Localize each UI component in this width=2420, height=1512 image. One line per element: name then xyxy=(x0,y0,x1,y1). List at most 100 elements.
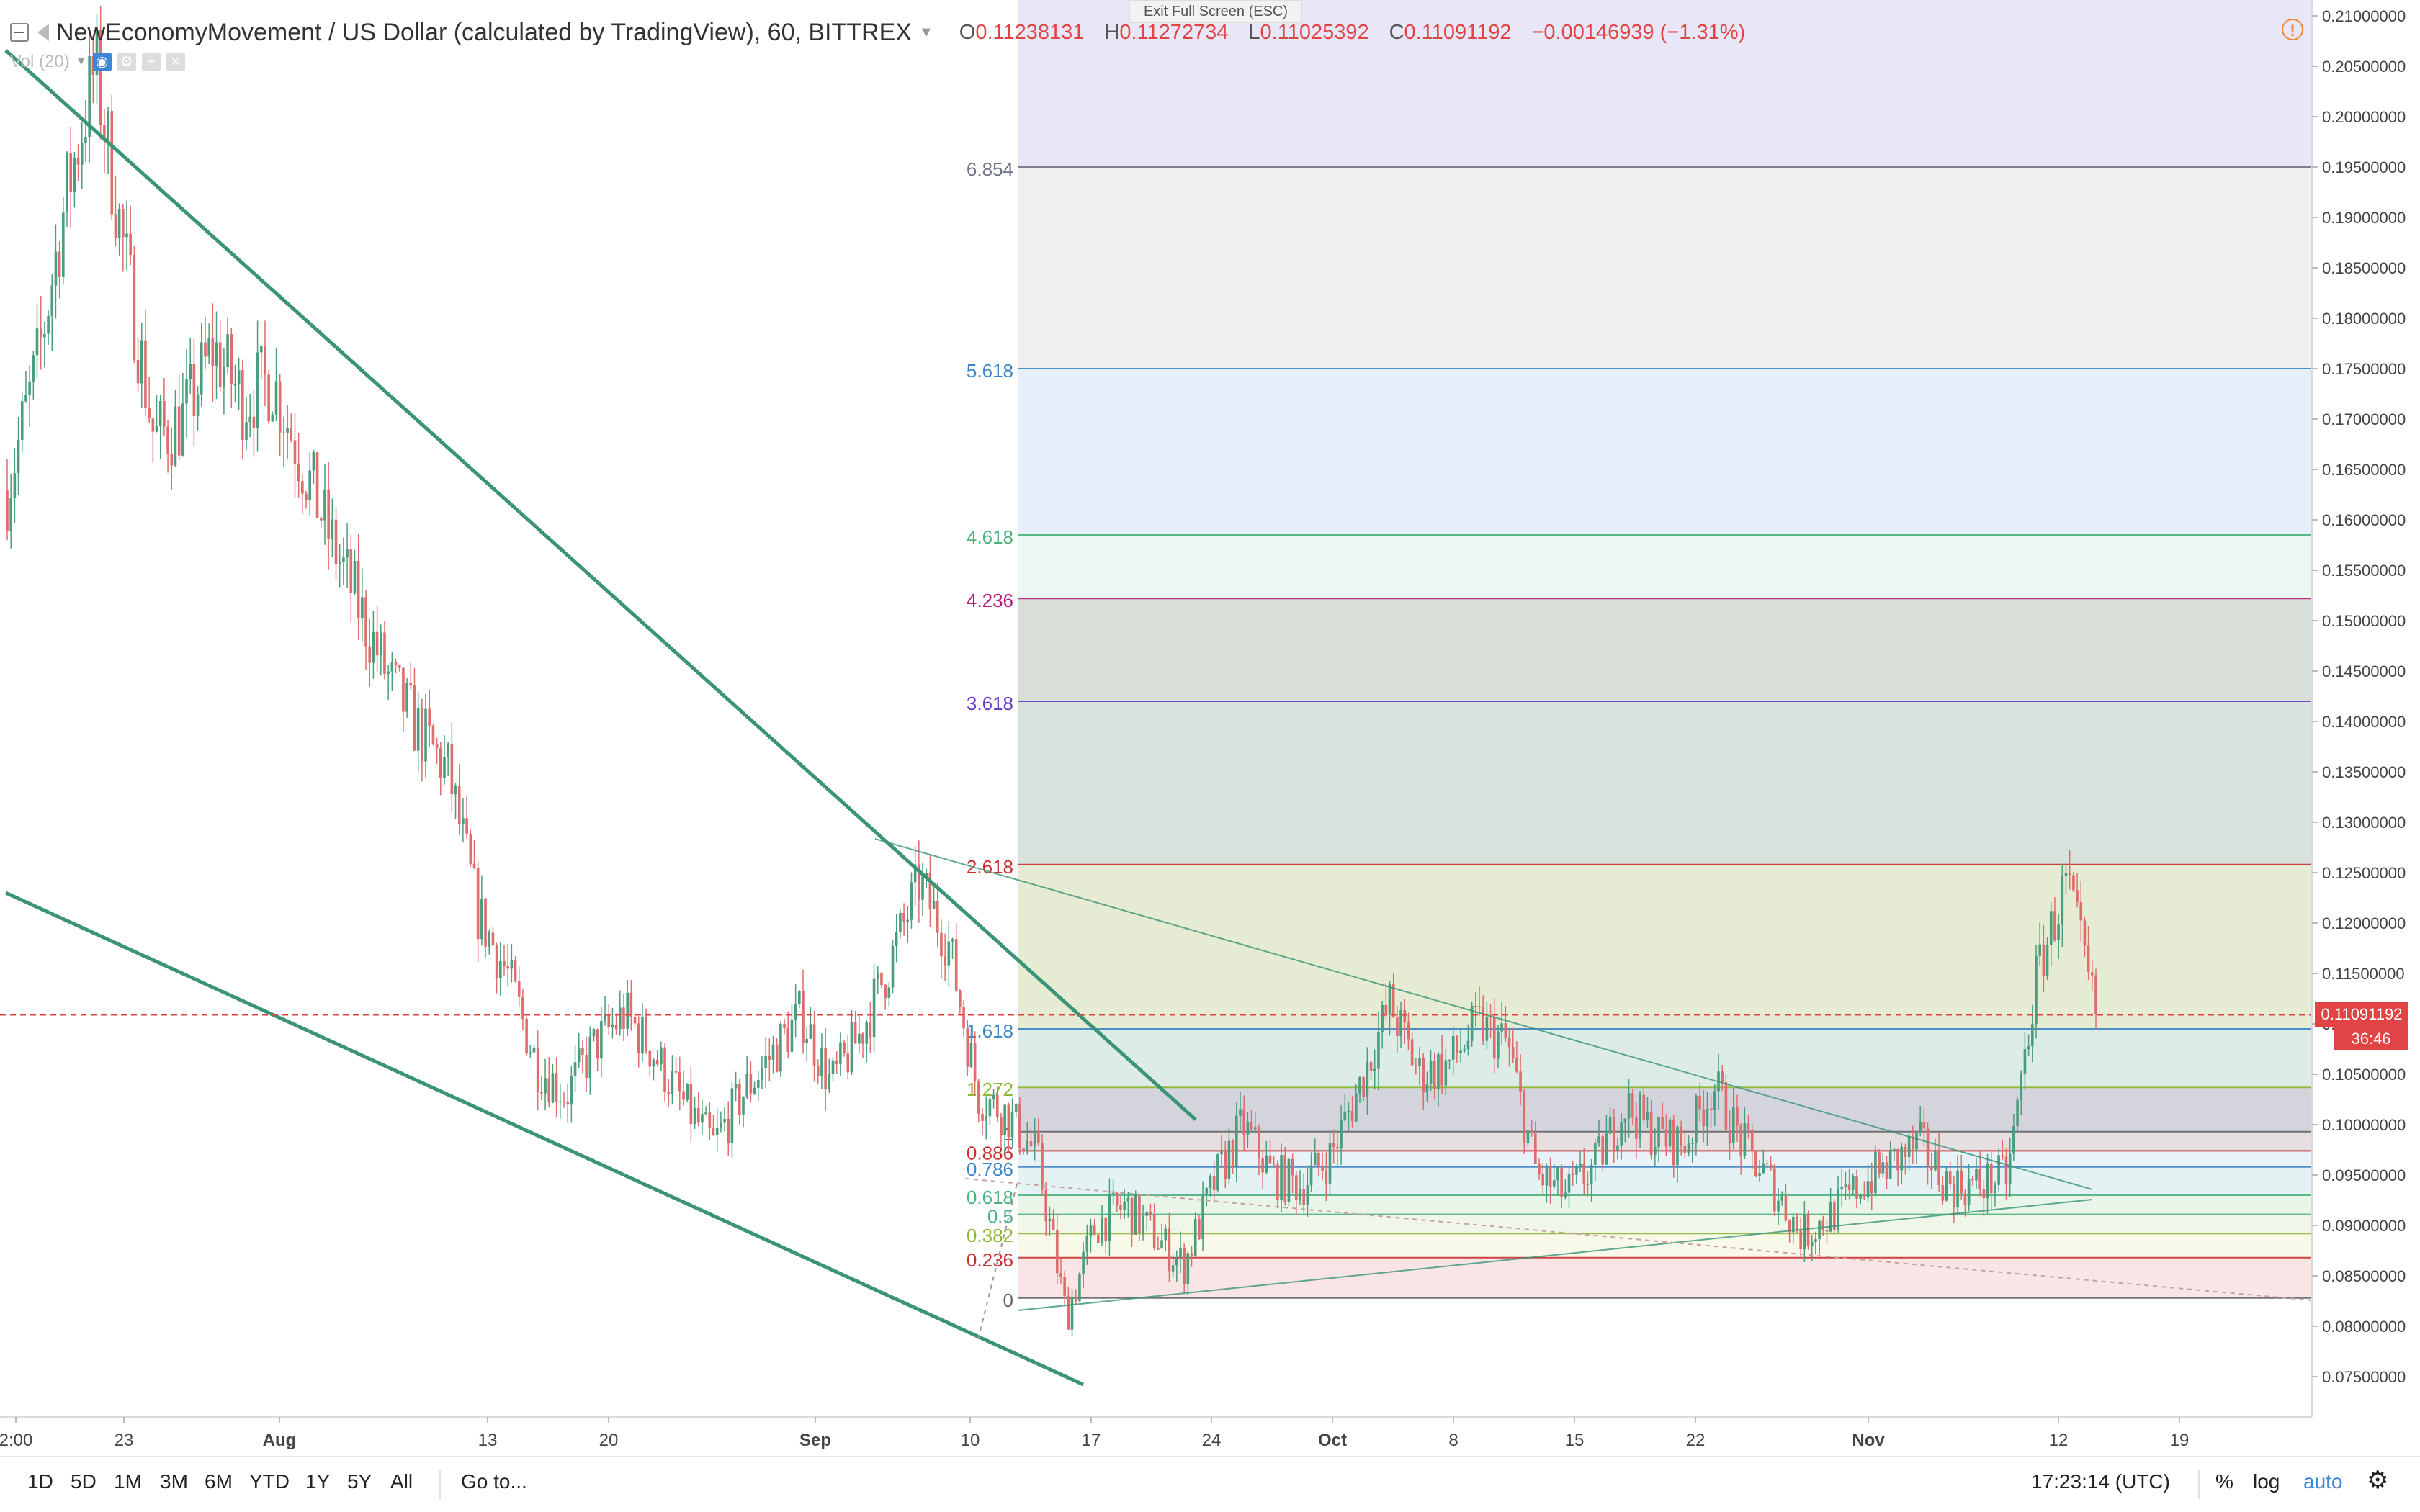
candle-body xyxy=(2094,975,2097,1014)
chevron-down-icon[interactable]: ▼ xyxy=(75,55,87,68)
gear-icon[interactable]: ⚙ xyxy=(2367,1467,2389,1494)
utc-clock[interactable]: 17:23:14 (UTC) xyxy=(2031,1470,2170,1493)
candle-body xyxy=(1216,1154,1219,1190)
candle-body xyxy=(1829,1202,1832,1232)
candle-body xyxy=(1612,1117,1615,1151)
candle-body xyxy=(1478,1006,1481,1007)
range-1d[interactable]: 1D xyxy=(27,1470,53,1493)
symbol-title[interactable]: NewEconomyMovement / US Dollar (calculat… xyxy=(56,18,912,46)
chevron-down-icon[interactable]: ▼ xyxy=(918,24,933,40)
range-5d[interactable]: 5D xyxy=(71,1470,97,1493)
fib-band xyxy=(1018,1151,2312,1167)
candle-body xyxy=(1392,984,1395,1017)
time-axis-label: 12 xyxy=(2049,1431,2069,1450)
candle-body xyxy=(192,364,196,417)
percent-scale-toggle[interactable]: % xyxy=(2215,1470,2233,1493)
candle-body xyxy=(308,470,312,500)
fib-band xyxy=(1018,1029,2312,1088)
candle-body xyxy=(529,1052,532,1054)
volume-label[interactable]: Vol (20) xyxy=(10,52,70,71)
candle-body xyxy=(1758,1173,1761,1176)
candle-body xyxy=(286,428,289,433)
candle-body xyxy=(1810,1241,1814,1246)
gear-icon[interactable]: ⚙ xyxy=(117,53,136,71)
candle-body xyxy=(1037,1131,1040,1143)
range-3m[interactable]: 3M xyxy=(160,1470,188,1493)
candle-body xyxy=(1193,1219,1197,1256)
candle-body xyxy=(558,1101,562,1103)
candle-body xyxy=(1415,1065,1417,1067)
range-1y[interactable]: 1Y xyxy=(305,1470,331,1493)
candle-body xyxy=(334,519,338,565)
candle-body xyxy=(1915,1133,1918,1150)
candle-body xyxy=(1101,1218,1103,1243)
plus-icon[interactable]: + xyxy=(141,53,161,71)
flag-icon[interactable] xyxy=(37,24,49,41)
candle-body xyxy=(880,972,883,986)
candle-body xyxy=(689,1084,693,1125)
candle-body xyxy=(712,1128,715,1135)
candle-body xyxy=(678,1071,681,1092)
candle-body xyxy=(469,833,472,864)
candle-body xyxy=(1078,1274,1081,1302)
auto-scale-toggle[interactable]: auto xyxy=(2303,1470,2343,1493)
candle-body xyxy=(189,364,192,379)
range-all[interactable]: All xyxy=(390,1470,413,1493)
candle-body xyxy=(450,743,454,795)
candle-body xyxy=(1070,1297,1074,1330)
exit-fullscreen-hint[interactable]: Exit Full Screen (ESC) xyxy=(1129,0,1302,23)
candle-body xyxy=(43,333,46,338)
price-axis-label: 0.13500000 xyxy=(2322,763,2406,781)
range-1m[interactable]: 1M xyxy=(114,1470,142,1493)
candle-body xyxy=(959,990,962,1007)
candle-body xyxy=(297,464,300,482)
candle-body xyxy=(117,208,121,238)
range-5y[interactable]: 5Y xyxy=(347,1470,372,1493)
candle-body xyxy=(62,212,65,277)
candle-body xyxy=(182,403,184,456)
candle-body xyxy=(1157,1248,1160,1250)
goto-date-button[interactable]: Go to... xyxy=(461,1470,527,1493)
candle-body xyxy=(802,991,805,1043)
candle-body xyxy=(1347,1110,1350,1112)
candle-body xyxy=(906,919,910,922)
log-scale-toggle[interactable]: log xyxy=(2253,1470,2280,1493)
price-axis-label: 0.09000000 xyxy=(2322,1217,2406,1235)
candle-body xyxy=(940,932,943,957)
candle-body xyxy=(32,355,35,382)
range-ytd[interactable]: YTD xyxy=(249,1470,290,1493)
candle-body xyxy=(1492,1016,1496,1059)
candle-body xyxy=(1381,1004,1384,1032)
candle-body xyxy=(252,416,256,428)
candle-body xyxy=(66,153,68,213)
fib-band xyxy=(1018,1214,2312,1234)
candle-body xyxy=(1418,1058,1421,1067)
price-axis-label: 0.21000000 xyxy=(2322,7,2406,25)
candle-body xyxy=(1444,1060,1448,1086)
candle-body xyxy=(820,1048,823,1076)
candle-body xyxy=(1690,1143,1694,1144)
candle-body xyxy=(1007,1104,1010,1138)
fib-level-label: 0.786 xyxy=(967,1158,1013,1180)
collapse-legend-icon[interactable] xyxy=(10,23,29,42)
candle-body xyxy=(1369,1062,1373,1071)
low-value: 0.11025392 xyxy=(1260,20,1369,44)
candle-body xyxy=(1706,1108,1709,1127)
close-icon[interactable]: × xyxy=(166,53,185,71)
range-6m[interactable]: 6M xyxy=(205,1470,233,1493)
candle-body xyxy=(465,818,468,834)
candle-body xyxy=(1911,1136,1914,1150)
price-chart[interactable]: 6.8545.6184.6184.2363.6182.6181.6181.272… xyxy=(0,0,2420,1456)
eye-icon[interactable]: ◉ xyxy=(92,53,112,71)
candle-body xyxy=(925,873,928,877)
candle-body xyxy=(1399,1009,1402,1037)
candle-body xyxy=(447,743,449,757)
candle-body xyxy=(1000,1117,1003,1135)
candle-body xyxy=(1538,1164,1541,1174)
alert-icon[interactable]: ! xyxy=(2282,19,2303,40)
candle-body xyxy=(887,987,891,998)
price-axis-label: 0.08000000 xyxy=(2322,1318,2406,1336)
candle-body xyxy=(1739,1125,1742,1156)
candle-body xyxy=(1989,1163,1993,1194)
candle-body xyxy=(1224,1151,1227,1180)
